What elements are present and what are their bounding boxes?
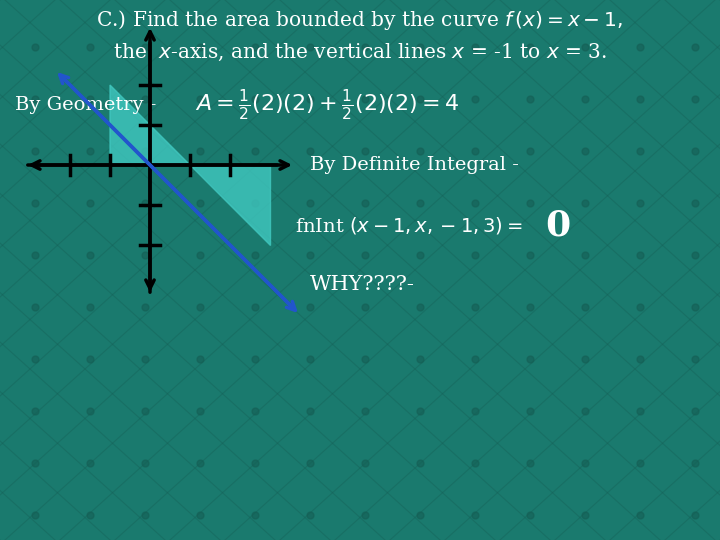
Text: By Geometry -: By Geometry - xyxy=(15,96,163,114)
Text: the  $x$-axis, and the vertical lines $x$ = -1 to $x$ = 3.: the $x$-axis, and the vertical lines $x$… xyxy=(113,42,607,63)
Text: C.) Find the area bounded by the curve $f\,(x)= x-1,$: C.) Find the area bounded by the curve $… xyxy=(96,8,624,32)
Text: WHY????-: WHY????- xyxy=(310,275,415,294)
Text: By Definite Integral -: By Definite Integral - xyxy=(310,156,519,174)
Text: 0: 0 xyxy=(545,208,570,242)
Text: fnInt $(x-1,x,-1,3)=$: fnInt $(x-1,x,-1,3)=$ xyxy=(295,214,523,235)
Polygon shape xyxy=(190,165,270,245)
Polygon shape xyxy=(110,85,190,165)
Text: $A=\frac{1}{2}(2)(2)+\frac{1}{2}(2)(2)=4$: $A=\frac{1}{2}(2)(2)+\frac{1}{2}(2)(2)=4… xyxy=(195,87,459,123)
